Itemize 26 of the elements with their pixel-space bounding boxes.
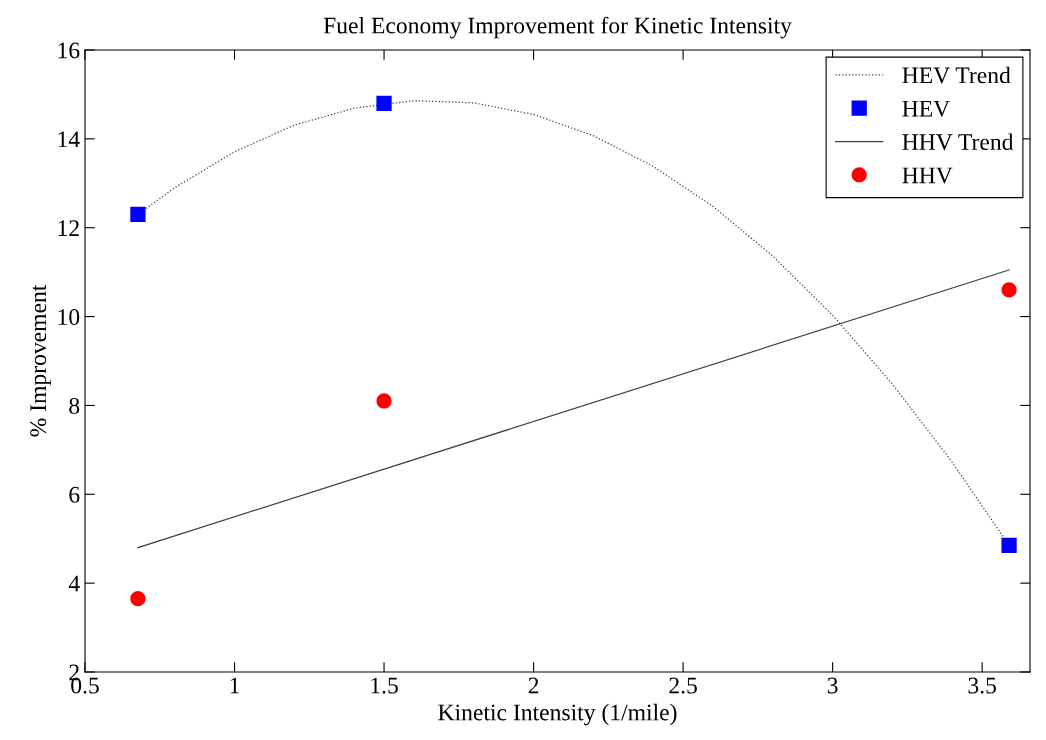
legend-label: HEV Trend bbox=[902, 66, 1011, 84]
point bbox=[376, 393, 392, 409]
point bbox=[376, 95, 392, 111]
point bbox=[130, 591, 146, 607]
y-tick-label: 16 bbox=[58, 42, 80, 59]
y-tick-label: 14 bbox=[58, 131, 80, 148]
point bbox=[130, 206, 146, 223]
y-tick-label: 10 bbox=[58, 309, 80, 325]
chart-title: Fuel Economy Improvement for Kinetic Intensity bbox=[323, 16, 792, 39]
x-tick-label: 1.5 bbox=[371, 677, 398, 694]
y-tick-label: 8 bbox=[69, 397, 80, 414]
legend-label: HHV Trend bbox=[902, 133, 1014, 151]
point bbox=[1001, 537, 1017, 554]
legend-label: HHV bbox=[902, 167, 953, 184]
x-tick-label: 3.5 bbox=[968, 677, 996, 694]
point bbox=[1001, 282, 1017, 298]
x-tick-label: 2.5 bbox=[669, 677, 697, 694]
x-axis-title: Kinetic Intensity (1/mile) bbox=[438, 703, 677, 726]
x-tick-label: 1 bbox=[230, 677, 240, 694]
y-tick-label: 6 bbox=[69, 486, 80, 503]
y-tick-label: 4 bbox=[68, 575, 80, 592]
y-tick-label: 12 bbox=[58, 220, 79, 236]
legend-label: HEV bbox=[902, 100, 950, 117]
x-tick-label: 2 bbox=[528, 677, 539, 694]
x-tick-label: 3 bbox=[827, 677, 838, 694]
y-axis-title: % Improvement bbox=[30, 284, 51, 437]
